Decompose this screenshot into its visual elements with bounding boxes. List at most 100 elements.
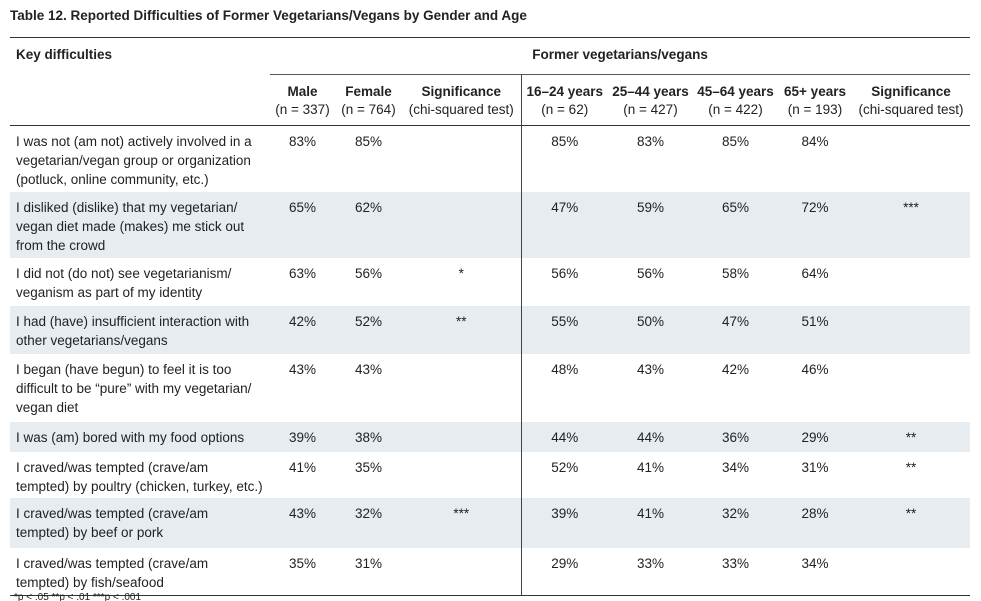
cell-value: 62% (335, 191, 402, 258)
cell-value: 43% (288, 361, 317, 377)
cell-value: 63% (288, 265, 317, 281)
column-label: 25–44 years (612, 84, 689, 99)
group-header: Former vegetarians/vegans (270, 37, 971, 75)
cell-value: 32% (693, 497, 778, 548)
cell-value (402, 547, 521, 596)
cell-value (852, 547, 971, 596)
cell-value (402, 191, 521, 258)
cell-value: 51% (778, 305, 852, 354)
column-header: Significance (chi-squared test) (852, 74, 971, 126)
cell-value: 42% (270, 305, 335, 354)
column-header: 16–24 years (n = 62) (520, 74, 608, 126)
column-label: 45–64 years (697, 84, 774, 99)
difficulty-label: I disliked (dislike) that my vegetarian/… (10, 191, 270, 258)
difficulty-label: I craved/was tempted (crave/am tempted) … (16, 459, 263, 494)
cell-value: 50% (608, 305, 693, 354)
difficulty-label: I craved/was tempted (crave/am tempted) … (10, 547, 270, 596)
key-header: Key difficulties (10, 37, 270, 126)
table-row: I craved/was tempted (crave/am tempted) … (10, 451, 970, 498)
difficulty-label: I had (have) insufficient interaction wi… (10, 305, 270, 354)
cell-value: 58% (721, 265, 750, 281)
cell-value (402, 354, 521, 422)
cell-value (402, 421, 521, 452)
cell-value: 65% (693, 191, 778, 258)
cell-value: ** (852, 421, 971, 452)
column-header: Female (n = 764) (335, 74, 402, 126)
cell-value: 46% (801, 361, 829, 377)
cell-value: 44% (608, 421, 693, 452)
cell-value: 35% (270, 547, 335, 596)
column-label: Significance (871, 84, 951, 99)
cell-value: 44% (520, 421, 608, 452)
cell-value: 36% (693, 421, 778, 452)
column-header: 65+ years (n = 193) (778, 74, 852, 126)
cell-value: 41% (288, 459, 317, 475)
cell-value: 42% (721, 361, 750, 377)
cell-value: 31% (801, 459, 829, 475)
cell-value: 41% (608, 497, 693, 548)
table-row: I craved/was tempted (crave/am tempted) … (10, 497, 971, 548)
cell-value (852, 354, 970, 422)
cell-value: 31% (335, 547, 402, 596)
column-label: Significance (421, 84, 502, 99)
cell-value: 43% (354, 361, 383, 377)
cell-value: 65% (270, 191, 335, 258)
difficulty-label: I did not (do not) see vegetarianism/ ve… (16, 265, 232, 300)
table-row: I was (am) bored with my food options 39%… (10, 421, 971, 452)
cell-value: ** (905, 459, 917, 475)
column-sub: (n = 427) (623, 102, 678, 117)
column-header: Male (n = 337) (270, 74, 335, 126)
column-sub: (n = 764) (341, 102, 396, 117)
cell-value: 33% (608, 547, 693, 596)
footnote: *p < .05 **p < .01 ***p < .001 (14, 592, 142, 601)
cell-value: 43% (636, 361, 665, 377)
difficulty-label: I craved/was tempted (crave/am tempted) … (10, 497, 270, 548)
cell-value: 52% (520, 451, 608, 498)
column-header: 25–44 years (n = 427) (608, 74, 693, 126)
column-label: 65+ years (784, 84, 846, 99)
cell-value: 85% (354, 134, 383, 149)
difficulty-label: I began (have begun) to feel it is too d… (16, 361, 252, 415)
table-title: Table 12. Reported Difficulties of Forme… (10, 8, 527, 23)
difficulty-label: I was not (am not) actively involved in … (16, 134, 252, 187)
cell-value: 28% (778, 497, 852, 548)
cell-value: 56% (520, 257, 608, 306)
cell-value: 38% (335, 421, 402, 452)
cell-value (852, 126, 970, 192)
cell-value: 85% (520, 125, 608, 192)
difficulty-label: I was (am) bored with my food options (10, 421, 270, 452)
cell-value: 29% (778, 421, 852, 452)
cell-value: 56% (354, 265, 383, 281)
cell-value: 34% (778, 547, 852, 596)
cell-value: 83% (288, 134, 317, 149)
cell-value: 72% (778, 191, 852, 258)
table-row: I began (have begun) to feel it is too d… (10, 353, 970, 422)
column-sub: (chi-squared test) (858, 102, 964, 117)
cell-value: 29% (520, 547, 608, 596)
cell-value: 43% (270, 497, 335, 548)
table-row: I had (have) insufficient interaction wi… (10, 305, 971, 354)
column-header: 45–64 years (n = 422) (693, 74, 778, 126)
column-label: Female (345, 84, 392, 99)
column-label: Male (287, 84, 318, 99)
cell-value: 33% (693, 547, 778, 596)
cell-value (402, 126, 521, 192)
cell-value: 47% (520, 191, 608, 258)
cell-value: 84% (801, 134, 829, 149)
cell-value: 39% (520, 497, 608, 548)
column-sub: (chi-squared test) (408, 102, 514, 117)
cell-value: 83% (636, 134, 665, 149)
cell-value: 85% (721, 134, 750, 149)
cell-value: 64% (801, 265, 829, 281)
cell-value: 52% (335, 305, 402, 354)
cell-value: 48% (520, 353, 608, 422)
cell-value: ** (852, 497, 971, 548)
difficulties-table: Key difficulties Former vegetarians/vega… (10, 37, 971, 596)
cell-value: 34% (721, 459, 750, 475)
cell-value: *** (852, 191, 971, 258)
cell-value: 32% (335, 497, 402, 548)
table-row: I was not (am not) actively involved in … (10, 125, 970, 192)
column-sub: (n = 337) (275, 102, 330, 117)
table-row: I did not (do not) see vegetarianism/ ve… (10, 257, 970, 306)
column-header: Significance (chi-squared test) (402, 74, 521, 126)
